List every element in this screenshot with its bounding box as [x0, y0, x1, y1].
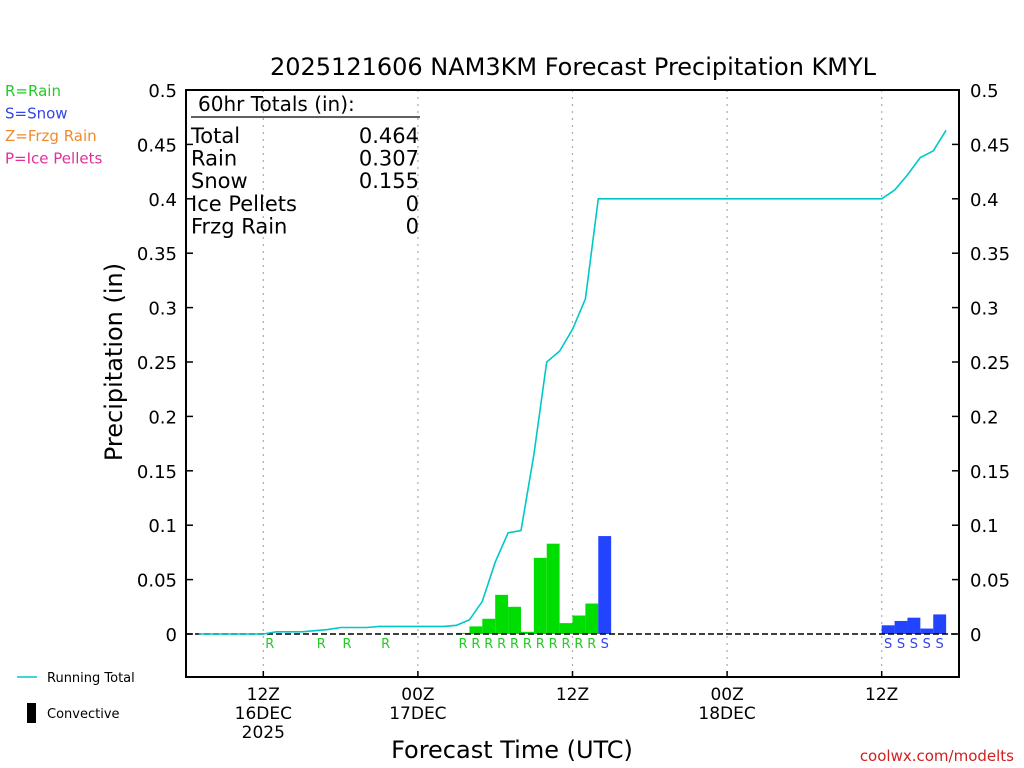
y-tick-label-left: 0.5	[148, 81, 177, 102]
precip-type-letter: S	[884, 637, 892, 652]
precip-type-letter: R	[381, 637, 390, 652]
x-tick-label: 00Z	[401, 685, 434, 705]
totals-row-value: 0.155	[359, 169, 419, 193]
y-tick-label-left: 0.15	[137, 462, 177, 483]
y-tick-label-left: 0.1	[148, 516, 177, 537]
bar-snow	[933, 614, 947, 634]
y-tick-label-left: 0.35	[137, 244, 177, 265]
precip-type-letter: S	[923, 637, 931, 652]
y-tick-label-right: 0.25	[970, 353, 1010, 374]
precip-type-letter: R	[484, 637, 493, 652]
y-tick-label-right: 0.2	[970, 407, 999, 428]
y-tick-label-left: 0.45	[137, 135, 177, 156]
legend-convective-swatch	[27, 703, 36, 723]
legend-type-label: P=Ice Pellets	[5, 150, 102, 168]
legend-convective-label: Convective	[47, 707, 120, 722]
bar-rain	[456, 632, 470, 634]
y-tick-label-right: 0.4	[970, 190, 999, 211]
totals-row-value: 0.307	[359, 147, 419, 171]
totals-row-label: Total	[190, 124, 240, 148]
credit-text: coolwx.com/modelts	[860, 747, 1014, 765]
bar-rain	[533, 557, 547, 634]
precip-type-letter: R	[510, 637, 519, 652]
precip-type-letter: S	[897, 637, 905, 652]
y-tick-label-right: 0.1	[970, 516, 999, 537]
bar-snow	[907, 617, 921, 634]
precip-type-letter: R	[317, 637, 326, 652]
y-tick-label-right: 0.35	[970, 244, 1010, 265]
x-tick-label: 2025	[242, 723, 285, 743]
y-tick-label-right: 0.05	[970, 571, 1010, 592]
precip-type-letter: R	[536, 637, 545, 652]
bar-snow	[598, 536, 612, 634]
x-tick-label: 12Z	[865, 685, 898, 705]
precip-type-letter: S	[601, 637, 609, 652]
totals-row-value: 0.464	[359, 124, 419, 148]
precip-type-letter: R	[497, 637, 506, 652]
y-tick-label-right: 0	[970, 625, 981, 646]
precip-type-letter: R	[587, 637, 596, 652]
y-tick-label-right: 0.45	[970, 135, 1010, 156]
x-tick-label: 00Z	[710, 685, 743, 705]
bar-rain	[572, 615, 586, 634]
precip-type-letter: R	[574, 637, 583, 652]
bar-snow	[894, 620, 908, 634]
chart-title: 2025121606 NAM3KM Forecast Precipitation…	[270, 53, 877, 81]
y-axis-label: Precipitation (in)	[100, 263, 128, 461]
precip-type-letter: R	[343, 637, 352, 652]
x-tick-label: 18DEC	[698, 704, 755, 724]
bar-rain	[495, 594, 509, 634]
totals-row-value: 0	[406, 214, 419, 238]
x-tick-label: 17DEC	[389, 704, 446, 724]
x-tick-label: 12Z	[247, 685, 280, 705]
precip-type-letter: R	[562, 637, 571, 652]
y-tick-label-left: 0.4	[148, 190, 177, 211]
bar-rain	[559, 623, 573, 634]
legend-running-total-label: Running Total	[47, 671, 135, 686]
bar-rain	[520, 631, 534, 634]
y-tick-label-left: 0.05	[137, 571, 177, 592]
legend-type-label: S=Snow	[5, 105, 68, 123]
totals-row-value: 0	[406, 192, 419, 216]
y-tick-label-right: 0.3	[970, 299, 999, 320]
bar-rain	[469, 626, 483, 634]
totals-row-label: Rain	[191, 147, 237, 171]
x-tick-label: 16DEC	[235, 704, 292, 724]
precip-type-letter: R	[471, 637, 480, 652]
y-tick-label-left: 0.25	[137, 353, 177, 374]
bar-rain	[585, 603, 599, 634]
totals-heading: 60hr Totals (in):	[198, 92, 355, 116]
precip-type-letter: R	[458, 637, 467, 652]
bar-rain	[546, 543, 560, 634]
y-tick-label-right: 0.5	[970, 81, 999, 102]
y-tick-label-right: 0.15	[970, 462, 1010, 483]
legend-type-label: R=Rain	[5, 82, 61, 100]
y-tick-label-left: 0	[166, 625, 177, 646]
bar-snow	[881, 625, 895, 634]
legend-type-label: Z=Frzg Rain	[5, 127, 97, 145]
totals-row-label: Snow	[191, 169, 248, 193]
precip-type-letter: R	[523, 637, 532, 652]
precip-type-letter: S	[936, 637, 944, 652]
x-axis-label: Forecast Time (UTC)	[391, 736, 633, 764]
totals-row-label: Ice Pellets	[191, 192, 297, 216]
precip-type-letter: R	[265, 637, 274, 652]
bar-rain	[508, 606, 521, 634]
x-tick-label: 12Z	[556, 685, 589, 705]
bar-snow	[920, 628, 934, 634]
precip-type-letter: S	[910, 637, 918, 652]
precip-type-letter: R	[549, 637, 558, 652]
bar-rain	[482, 618, 496, 634]
running-total-line	[198, 129, 947, 635]
totals-row-label: Frzg Rain	[191, 214, 287, 238]
y-tick-label-left: 0.2	[148, 407, 177, 428]
y-tick-label-left: 0.3	[148, 299, 177, 320]
